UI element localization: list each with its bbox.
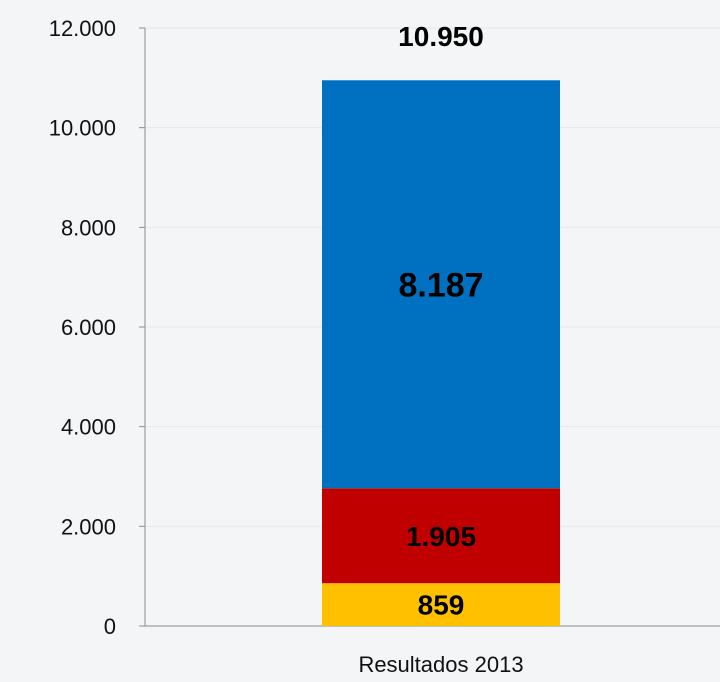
axes: 0 2.000 4.000 6.000 8.000 10.000 12.000 Resulta… bbox=[49, 16, 720, 677]
bar-segment bbox=[322, 488, 560, 584]
bar-segment bbox=[322, 583, 560, 626]
y-tick-label: 2.000 bbox=[61, 514, 116, 539]
bar-segment bbox=[322, 80, 560, 489]
y-tick-label: 6.000 bbox=[61, 315, 116, 340]
y-tick-label: 12.000 bbox=[49, 16, 116, 41]
data-labels: 859 1.905 8.187 10.950 bbox=[398, 21, 484, 621]
bars bbox=[322, 80, 560, 626]
y-tick-label: 8.000 bbox=[61, 215, 116, 240]
y-tick-label: 0 bbox=[104, 614, 116, 639]
segment-value-label: 8.187 bbox=[398, 267, 483, 305]
segment-value-label: 1.905 bbox=[406, 521, 476, 552]
y-tick-label: 10.000 bbox=[49, 116, 116, 141]
segment-value-label: 859 bbox=[418, 590, 465, 621]
y-tick-label: 4.000 bbox=[61, 415, 116, 440]
total-value-label: 10.950 bbox=[398, 21, 484, 52]
x-category-label: Resultados 2013 bbox=[358, 652, 523, 677]
